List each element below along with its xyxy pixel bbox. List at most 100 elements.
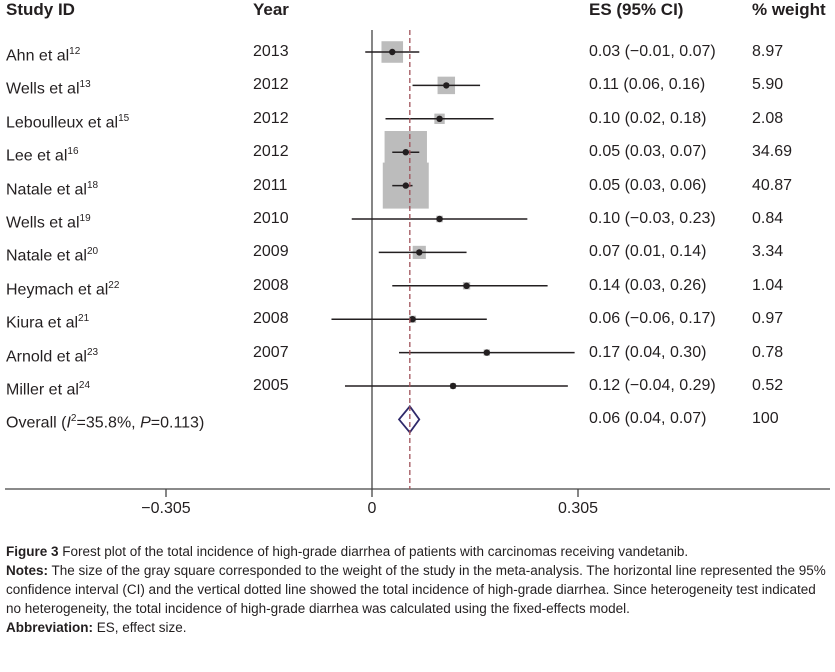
study-es-text: 0.05 (0.03, 0.06) [589,176,707,194]
study-author: Kiura et al [6,314,79,332]
study-year: 2008 [253,309,289,329]
study-name: Wells et al19 [6,209,91,233]
study-year: 2009 [253,242,289,262]
study-weight-text: 5.90 [752,76,784,94]
overall-label-mid: =35.8%, [76,414,141,432]
study-author: Lee et al [6,147,68,165]
study-es-text: 0.05 (0.03, 0.07) [589,143,707,161]
study-name: Wells et al13 [6,75,91,99]
study-author: Natale et al [6,247,87,265]
study-weight-text: 2.08 [752,109,784,127]
study-weight: 2.08 [752,109,783,129]
study-weight: 0.78 [752,343,783,363]
study-year-text: 2010 [253,210,289,227]
caption-title: Figure 3 Forest plot of the total incide… [6,542,828,561]
study-ref: 13 [79,79,91,91]
study-year: 2012 [253,75,289,95]
study-ref: 19 [79,213,91,224]
point-estimate [409,316,416,323]
study-ref: 18 [86,179,99,191]
study-ref: 21 [78,313,90,325]
study-weight-text: 0.78 [752,343,784,361]
header-es: ES (95% CI) [589,0,684,19]
point-estimate [402,182,409,189]
point-estimate [463,282,470,289]
study-year: 2011 [253,176,287,196]
study-weight: 0.84 [752,209,783,229]
overall-i-sup: 2 [70,413,77,425]
study-author: Heymach et al [6,281,109,299]
figure-label: Figure 3 [6,544,59,559]
study-weight: 3.34 [752,242,783,262]
study-weight-text: 40.87 [752,176,793,194]
study-author: Miller et al [6,381,79,399]
point-estimate [389,48,396,56]
forest-plot [5,30,830,497]
study-es-text: 0.17 (0.04, 0.30) [589,343,707,361]
overall-label-end: =0.113) [150,414,205,432]
study-es: 0.11 (0.06, 0.16) [589,75,705,95]
study-year-text: 2008 [253,276,289,294]
point-estimate [449,382,457,390]
abbrev-text: ES, effect size. [93,620,187,635]
study-weight-text: 1.04 [752,276,784,294]
study-ref: 24 [78,380,91,391]
study-es-text: 0.03 (−0.01, 0.07) [589,43,716,60]
study-author: Leboulleux et al [6,114,119,132]
header-year: Year [253,0,289,19]
study-year: 2007 [253,343,289,363]
study-year-text: 2012 [253,76,289,94]
study-name: Natale et al20 [6,242,98,266]
study-name: Miller et al24 [6,376,90,400]
study-weight: 1.04 [752,276,783,296]
study-weight-text: 0.84 [752,210,784,227]
study-year-text: 2009 [253,243,289,261]
study-es-text: 0.12 (−0.04, 0.29) [589,377,716,394]
overall-es: 0.06 (0.04, 0.07) [589,409,706,429]
study-year-text: 2007 [253,343,289,361]
study-es: 0.14 (0.03, 0.26) [589,276,706,296]
overall-weight: 100 [752,409,779,429]
study-weight: 0.97 [752,309,783,329]
figure-text: Forest plot of the total incidence of hi… [58,544,689,559]
study-ref: 15 [118,112,130,124]
study-weight: 0.52 [752,376,783,396]
study-es-text: 0.10 (−0.03, 0.23) [589,210,716,227]
study-weight: 40.87 [752,176,792,196]
study-weight-text: 0.97 [752,310,784,328]
study-ref: 20 [86,246,99,258]
study-es-text: 0.10 (0.02, 0.18) [589,109,707,127]
study-year: 2005 [253,376,289,396]
study-year-text: 2013 [253,43,289,60]
point-estimate [443,82,450,89]
study-name: Heymach et al22 [6,276,119,300]
point-estimate [483,349,491,356]
study-author: Arnold et al [6,347,87,365]
study-ref: 22 [108,279,120,291]
abbrev-label: Abbreviation: [6,620,94,635]
study-weight-text: 3.34 [752,243,784,261]
study-es: 0.06 (−0.06, 0.17) [589,309,716,329]
overall-p-letter: P [140,414,151,432]
overall-es-text: 0.06 (0.04, 0.07) [589,410,707,428]
study-es: 0.03 (−0.01, 0.07) [589,42,716,62]
header-study-id: Study ID [6,0,75,19]
study-weight-text: 0.52 [752,377,784,394]
x-tick-label: −0.305 [141,500,191,517]
study-weight-text: 34.69 [752,143,793,161]
study-name: Ahn et al12 [6,42,80,66]
study-year-text: 2011 [253,176,288,194]
study-es: 0.05 (0.03, 0.06) [589,176,706,196]
study-es: 0.10 (0.02, 0.18) [589,109,706,129]
study-name: Leboulleux et al15 [6,109,129,133]
point-estimate [436,115,443,123]
overall-weight-text: 100 [752,410,779,428]
point-estimate [436,215,443,223]
study-es-text: 0.06 (−0.06, 0.17) [589,310,716,328]
figure-caption: Figure 3 Forest plot of the total incide… [6,542,828,637]
caption-abbreviation: Abbreviation: ES, effect size. [6,618,828,637]
study-year-text: 2012 [253,143,289,161]
study-weight: 34.69 [752,142,792,162]
header-weight: % weight [752,0,826,19]
study-year: 2008 [253,276,289,296]
